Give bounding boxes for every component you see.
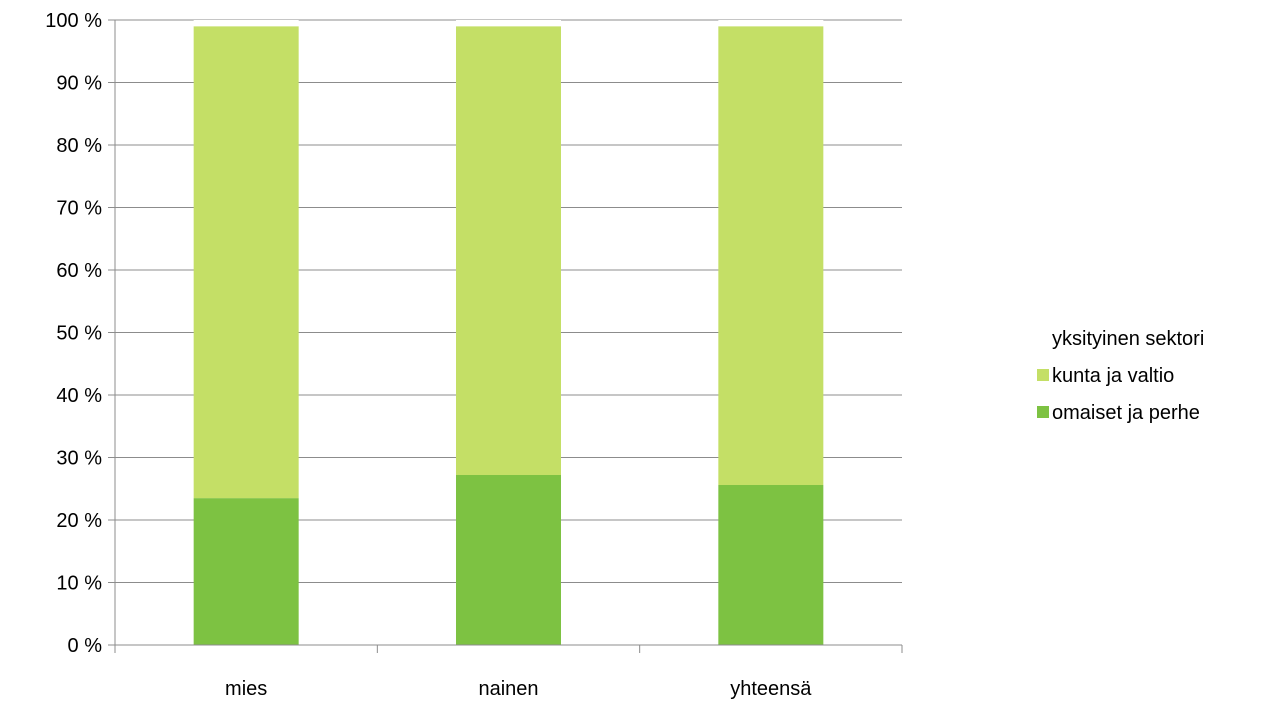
bars	[193, 20, 824, 645]
x-tick-label: yhteensä	[730, 678, 812, 700]
y-tick-label: 50 %	[56, 323, 102, 345]
y-tick-label: 20 %	[56, 510, 102, 532]
y-tick-label: 0 %	[68, 635, 103, 657]
bar-segment-mies-yksityinen-sektori	[193, 20, 299, 27]
y-tick-label: 90 %	[56, 73, 102, 95]
bar-segment-yhteensä-omaiset-ja-perhe	[718, 485, 824, 645]
y-tick-label: 70 %	[56, 198, 102, 220]
y-tick-label: 30 %	[56, 448, 102, 470]
legend-item-yksityinen-sektori: yksityinen sektori	[1037, 328, 1204, 350]
y-tick-labels: 0 % 10 % 20 % 30 % 40 % 50 % 60 % 70 % 80 % 90 % 1…	[45, 10, 102, 657]
x-tick-label: nainen	[478, 678, 538, 700]
legend-swatch	[1037, 332, 1049, 344]
legend-item-kunta-ja-valtio: kunta ja valtio	[1037, 365, 1174, 387]
y-tick-label: 100 %	[45, 10, 102, 32]
bar-segment-mies-kunta-ja-valtio	[193, 26, 299, 499]
legend: yksityinen sektori kunta ja valtio omaiset…	[1037, 328, 1204, 424]
y-tick-label: 10 %	[56, 573, 102, 595]
bar-segment-yhteensä-kunta-ja-valtio	[718, 26, 824, 485]
bar-segment-mies-omaiset-ja-perhe	[193, 498, 299, 645]
x-tick-label: mies	[225, 678, 267, 700]
axes	[108, 19, 903, 653]
y-tick-label: 40 %	[56, 385, 102, 407]
y-tick-label: 60 %	[56, 260, 102, 282]
bar-segment-nainen-yksityinen-sektori	[456, 20, 561, 27]
bar-segment-yhteensä-yksityinen-sektori	[718, 20, 824, 27]
bar-segment-nainen-kunta-ja-valtio	[456, 26, 561, 475]
legend-label: yksityinen sektori	[1052, 328, 1204, 350]
legend-item-omaiset-ja-perhe: omaiset ja perhe	[1037, 402, 1200, 424]
legend-label: omaiset ja perhe	[1052, 402, 1200, 424]
bar-segment-nainen-omaiset-ja-perhe	[456, 475, 561, 645]
x-tick-labels: mies nainen yhteensä	[225, 678, 812, 700]
y-tick-label: 80 %	[56, 135, 102, 157]
legend-swatch	[1037, 369, 1049, 381]
legend-swatch	[1037, 406, 1049, 418]
legend-label: kunta ja valtio	[1052, 365, 1174, 387]
